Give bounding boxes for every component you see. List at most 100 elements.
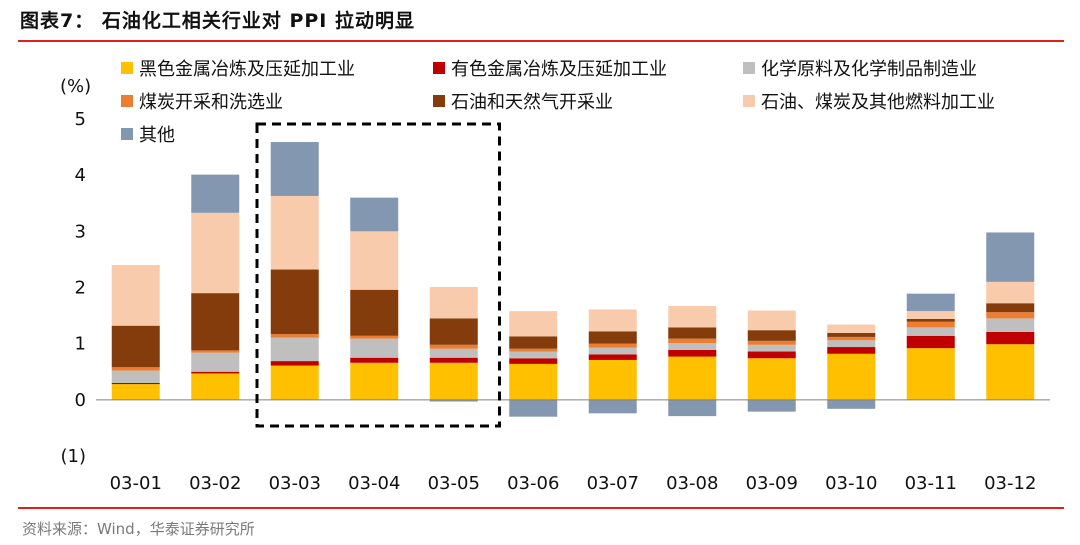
bar-segment bbox=[668, 327, 717, 339]
legend-swatch bbox=[121, 95, 133, 107]
bar-segment bbox=[270, 142, 319, 196]
bar-segment bbox=[350, 289, 399, 336]
bar-segment bbox=[588, 309, 637, 332]
bar-segment bbox=[191, 350, 240, 353]
stacked-bar-chart: (%) 黑色金属冶炼及压延加工业 有色金属冶炼及压延加工业 化学原料及化学制品制造业… bbox=[60, 59, 1050, 494]
bar-segment bbox=[906, 335, 955, 349]
legend-label: 黑色金属冶炼及压延加工业 bbox=[139, 59, 355, 80]
bar-segment bbox=[509, 336, 558, 349]
bar-segment bbox=[906, 327, 955, 336]
legend-swatch bbox=[121, 62, 133, 74]
x-tick-label: 03-05 bbox=[428, 473, 480, 494]
bar-segment bbox=[191, 373, 240, 400]
x-tick-label: 03-09 bbox=[746, 473, 798, 494]
x-tick-label: 03-11 bbox=[905, 473, 957, 494]
x-tick-label: 03-02 bbox=[189, 473, 241, 494]
bar-segment bbox=[191, 212, 240, 294]
bar-segment bbox=[588, 399, 637, 414]
x-tick-label: 03-04 bbox=[348, 473, 400, 494]
bar-segment bbox=[350, 338, 399, 358]
bar-segment bbox=[668, 306, 717, 328]
bar-segment bbox=[906, 293, 955, 312]
bar-segment bbox=[111, 384, 160, 400]
y-axis: (1) 0 1 2 3 4 5 bbox=[61, 109, 87, 467]
y-tick-label: 1 bbox=[75, 334, 86, 355]
bar-segment bbox=[350, 197, 399, 232]
bar-segment bbox=[986, 232, 1035, 282]
bar-segment bbox=[906, 318, 955, 322]
bar-segment bbox=[827, 353, 876, 400]
bar-segment bbox=[827, 324, 876, 333]
y-axis-unit-label: (%) bbox=[60, 76, 91, 97]
bar-segment bbox=[747, 330, 796, 341]
bar-series bbox=[111, 142, 1035, 417]
bar-segment bbox=[191, 371, 240, 374]
bar-segment bbox=[111, 325, 160, 368]
bar-segment bbox=[986, 303, 1035, 313]
x-tick-label: 03-10 bbox=[825, 473, 877, 494]
bar-segment bbox=[827, 340, 876, 348]
bar-segment bbox=[191, 174, 240, 213]
x-tick-label: 03-07 bbox=[587, 473, 639, 494]
x-tick-label: 03-12 bbox=[984, 473, 1036, 494]
bar-segment bbox=[986, 281, 1035, 304]
y-tick-label: 3 bbox=[75, 221, 86, 242]
bar-segment bbox=[111, 370, 160, 383]
y-tick-label: 2 bbox=[75, 278, 86, 299]
legend-label: 煤炭开采和洗选业 bbox=[139, 92, 283, 113]
bar-segment bbox=[270, 361, 319, 366]
bar-segment bbox=[191, 293, 240, 351]
bar-segment bbox=[429, 399, 478, 402]
bar-segment bbox=[986, 312, 1035, 319]
x-tick-label: 03-03 bbox=[269, 473, 321, 494]
bar-segment bbox=[668, 349, 717, 357]
bar-segment bbox=[747, 358, 796, 400]
bar-segment bbox=[668, 356, 717, 400]
bar-segment bbox=[668, 343, 717, 350]
bar-segment bbox=[429, 318, 478, 345]
x-tick-label: 03-08 bbox=[666, 473, 718, 494]
bar-segment bbox=[111, 367, 160, 371]
bar-segment bbox=[588, 347, 637, 355]
legend-swatch bbox=[433, 62, 445, 74]
bar-segment bbox=[827, 347, 876, 354]
source-note: 资料来源：Wind，华泰证券研究所 bbox=[22, 520, 255, 538]
y-tick-label: 5 bbox=[75, 109, 86, 130]
bar-segment bbox=[270, 365, 319, 400]
bar-segment bbox=[747, 399, 796, 412]
source-rule bbox=[18, 507, 1064, 509]
legend: 黑色金属冶炼及压延加工业 有色金属冶炼及压延加工业 化学原料及化学制品制造业煤炭开采… bbox=[121, 59, 995, 146]
bar-segment bbox=[270, 334, 319, 338]
bar-segment bbox=[986, 318, 1035, 332]
bar-segment bbox=[429, 362, 478, 400]
bar-segment bbox=[747, 310, 796, 331]
chart-title: 图表7： 石油化工相关行业对 PPI 拉动明显 bbox=[20, 10, 415, 32]
bar-segment bbox=[270, 269, 319, 335]
bar-segment bbox=[350, 357, 399, 363]
bar-segment bbox=[827, 399, 876, 409]
legend-label: 有色金属冶炼及压延加工业 bbox=[451, 59, 667, 80]
legend-swatch bbox=[743, 62, 755, 74]
bar-segment bbox=[668, 399, 717, 417]
bar-segment bbox=[111, 265, 160, 326]
bar-segment bbox=[429, 344, 478, 349]
bar-segment bbox=[906, 311, 955, 319]
bar-segment bbox=[350, 335, 399, 339]
highlight-box bbox=[255, 122, 501, 428]
legend-label: 化学原料及化学制品制造业 bbox=[761, 59, 977, 80]
bar-segment bbox=[906, 321, 955, 328]
legend-label: 石油和天然气开采业 bbox=[451, 92, 613, 113]
bar-segment bbox=[191, 352, 240, 372]
bar-segment bbox=[906, 348, 955, 400]
bar-segment bbox=[668, 338, 717, 344]
bar-segment bbox=[509, 399, 558, 417]
bar-segment bbox=[429, 348, 478, 358]
bar-segment bbox=[827, 336, 876, 341]
bar-segment bbox=[270, 337, 319, 362]
x-tick-label: 03-06 bbox=[507, 473, 559, 494]
bar-segment bbox=[270, 195, 319, 270]
bar-segment bbox=[509, 311, 558, 337]
legend-swatch bbox=[121, 128, 133, 140]
y-tick-label: (1) bbox=[61, 446, 87, 467]
bar-segment bbox=[588, 359, 637, 400]
